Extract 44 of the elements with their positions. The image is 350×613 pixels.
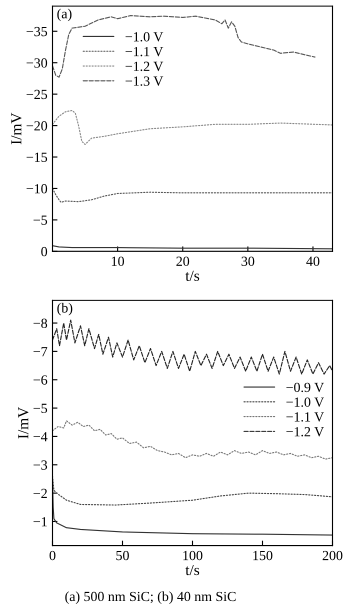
y-tick-label: −4 xyxy=(34,432,48,442)
x-tick-label: 50 xyxy=(116,550,129,560)
legend-label: −1.2 V xyxy=(126,62,164,72)
legend-label: −1.0 V xyxy=(126,32,164,42)
x-axis-title: t/s xyxy=(185,270,200,281)
x-tick-label: 40 xyxy=(306,256,320,266)
y-axis-title: I/mV xyxy=(11,112,22,144)
y-tick-label: −1 xyxy=(34,517,47,526)
line-series xyxy=(52,188,332,203)
x-axis-title: t/s xyxy=(185,564,200,576)
y-tick-label: −6 xyxy=(34,375,48,385)
y-tick-label: −3 xyxy=(34,460,48,470)
x-tick-label: 200 xyxy=(322,550,342,560)
y-tick-label: −8 xyxy=(34,318,48,328)
y-tick-label: −5 xyxy=(34,404,48,414)
annotation: (b) xyxy=(57,302,72,316)
y-tick-label: −2 xyxy=(34,488,47,498)
x-tick-label: 10 xyxy=(112,256,124,266)
legend-label: −1.1 V xyxy=(286,412,324,422)
y-tick-label: −7 xyxy=(34,347,48,356)
y-tick-label: 0 xyxy=(41,246,48,256)
y-axis-title: I/mV xyxy=(18,407,28,439)
legend-label: −0.9 V xyxy=(286,382,324,392)
legend-label: −1.1 V xyxy=(126,46,164,56)
legend-label: −1.2 V xyxy=(286,427,324,436)
line-series xyxy=(52,420,332,460)
y-tick-label: −30 xyxy=(26,58,48,68)
legend-label: −1.3 V xyxy=(126,76,164,86)
annotation: (a) xyxy=(57,8,72,22)
line-series xyxy=(52,110,332,146)
y-tick-label: −5 xyxy=(34,216,48,225)
x-tick-label: 150 xyxy=(253,550,272,560)
y-tick-label: −35 xyxy=(26,26,48,36)
y-tick-label: −15 xyxy=(26,152,48,162)
y-tick-label: −20 xyxy=(26,121,48,131)
line-series xyxy=(52,320,332,375)
x-tick-label: 100 xyxy=(183,550,202,560)
text: (a) 500 nm SiC; (b) 40 nm SiC xyxy=(65,591,236,604)
x-tick-label: 0 xyxy=(50,550,56,560)
legend-label: −1.0 V xyxy=(286,397,324,407)
x-tick-label: 30 xyxy=(242,256,254,266)
x-tick-label: 20 xyxy=(176,256,190,266)
y-tick-label: −25 xyxy=(26,90,48,100)
y-tick-label: −10 xyxy=(26,184,48,194)
